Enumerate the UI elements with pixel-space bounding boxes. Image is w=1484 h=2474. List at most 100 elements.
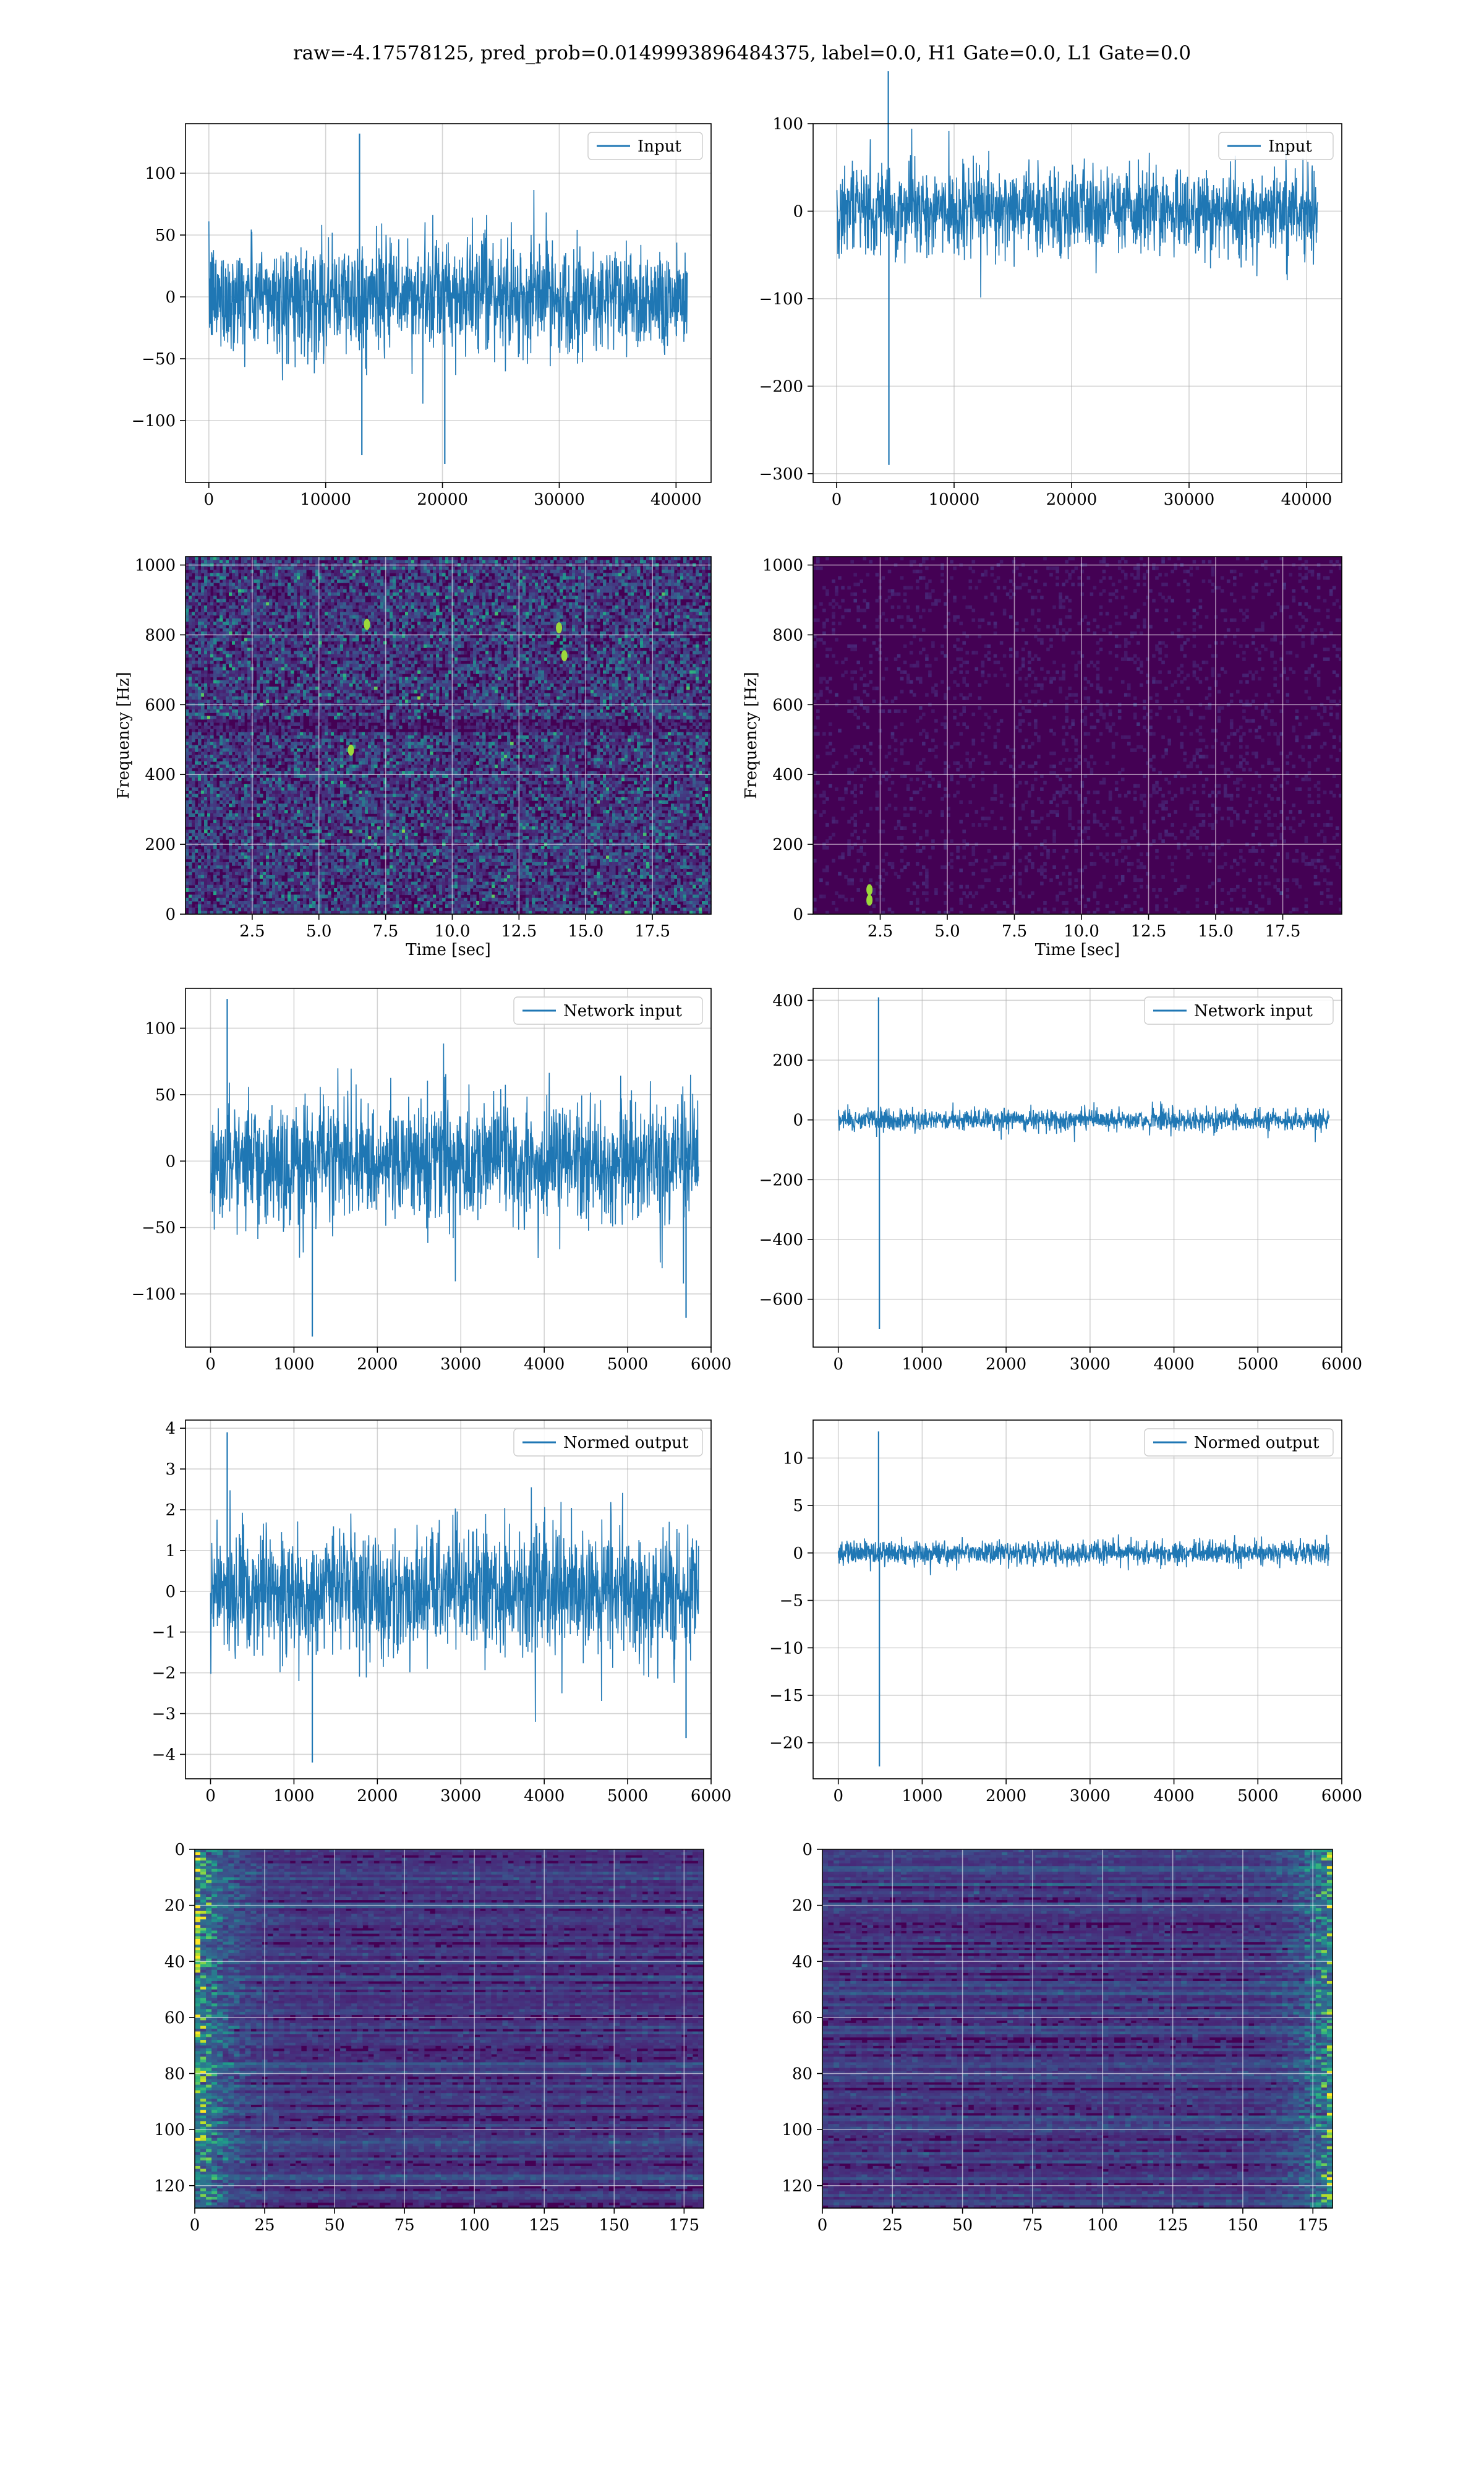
heatmap-cell xyxy=(238,599,242,603)
heatmap-cell xyxy=(464,631,467,635)
heatmap-cell xyxy=(223,641,226,645)
heatmap-cell xyxy=(377,592,381,596)
heatmap-cell xyxy=(535,586,539,590)
heatmap-cell xyxy=(328,583,331,586)
heatmap-cell xyxy=(411,612,415,616)
heatmap-cell xyxy=(550,622,554,625)
heatmap-cell xyxy=(306,631,310,635)
heatmap-cell xyxy=(235,573,239,577)
heatmap-cell xyxy=(204,618,208,622)
heatmap-cell xyxy=(377,664,381,668)
heatmap-cell xyxy=(220,638,223,642)
heatmap-cell xyxy=(266,557,270,560)
heatmap-cell xyxy=(204,579,208,583)
heatmap-cell xyxy=(223,648,226,651)
heatmap-cell xyxy=(439,631,443,635)
heatmap-cell xyxy=(328,641,331,645)
heatmap-cell xyxy=(485,583,489,586)
heatmap-cell xyxy=(396,670,399,674)
heatmap-cell xyxy=(556,586,560,590)
heatmap-cell xyxy=(448,635,452,638)
heatmap-cell xyxy=(501,599,505,603)
heatmap-cell xyxy=(445,589,449,593)
heatmap-cell xyxy=(408,648,412,651)
heatmap-cell xyxy=(371,605,375,609)
heatmap-cell xyxy=(541,612,545,616)
heatmap-cell xyxy=(278,576,282,580)
heatmap-cell xyxy=(597,615,600,619)
heatmap-cell xyxy=(356,570,359,573)
heatmap-cell xyxy=(383,592,387,596)
heatmap-cell xyxy=(461,674,464,678)
heatmap-cell xyxy=(390,651,393,655)
heatmap-cell xyxy=(201,628,205,632)
heatmap-cell xyxy=(581,573,585,577)
heatmap-cell xyxy=(603,654,607,658)
heatmap-cell xyxy=(467,579,471,583)
heatmap-cell xyxy=(631,573,634,577)
heatmap-cell xyxy=(414,670,418,674)
heatmap-cell xyxy=(390,664,393,668)
heatmap-cell xyxy=(547,628,551,632)
heatmap-cell xyxy=(563,557,566,560)
heatmap-cell xyxy=(485,566,489,570)
heatmap-cell xyxy=(448,573,452,577)
heatmap-cell xyxy=(513,589,517,593)
heatmap-cell xyxy=(569,638,573,642)
heatmap-cell xyxy=(603,596,607,599)
heatmap-cell xyxy=(581,667,585,671)
heatmap-cell xyxy=(485,615,489,619)
heatmap-cell xyxy=(615,557,619,560)
heatmap-cell xyxy=(581,657,585,661)
heatmap-cell xyxy=(609,583,613,586)
heatmap-cell xyxy=(334,638,338,642)
heatmap-cell xyxy=(325,612,328,616)
heatmap-cell xyxy=(420,641,424,645)
heatmap-cell xyxy=(427,599,430,603)
heatmap-cell xyxy=(659,615,662,619)
heatmap-cell xyxy=(186,638,189,642)
heatmap-cell xyxy=(671,557,675,560)
heatmap-cell xyxy=(659,631,662,635)
heatmap-cell xyxy=(390,566,393,570)
heatmap-cell xyxy=(501,566,505,570)
heatmap-cell xyxy=(640,592,644,596)
heatmap-cell xyxy=(522,576,526,580)
heatmap-cell xyxy=(634,579,638,583)
heatmap-cell xyxy=(572,592,576,596)
heatmap-cell xyxy=(226,586,229,590)
heatmap-cell xyxy=(210,599,214,603)
heatmap-cell xyxy=(352,566,356,570)
heatmap-cell xyxy=(380,622,384,625)
heatmap-cell xyxy=(325,586,328,590)
heatmap-cell xyxy=(433,622,437,625)
heatmap-cell xyxy=(235,661,239,664)
heatmap-cell xyxy=(204,605,208,609)
heatmap-cell xyxy=(553,618,557,622)
heatmap-cell xyxy=(488,625,492,629)
heatmap-cell xyxy=(618,579,622,583)
heatmap-cell xyxy=(309,605,313,609)
heatmap-cell xyxy=(275,625,279,629)
heatmap-cell xyxy=(618,670,622,674)
heatmap-cell xyxy=(424,589,427,593)
heatmap-cell xyxy=(189,615,192,619)
heatmap-cell xyxy=(318,618,322,622)
heatmap-cell xyxy=(340,579,344,583)
heatmap-cell xyxy=(693,644,696,648)
heatmap-cell xyxy=(674,618,678,622)
heatmap-cell xyxy=(659,618,662,622)
heatmap-cell xyxy=(257,667,260,671)
y-tick-label: 0 xyxy=(793,202,803,221)
heatmap-cell xyxy=(352,664,356,668)
heatmap-cell xyxy=(216,579,220,583)
legend-label: Input xyxy=(1268,137,1312,156)
heatmap-cell xyxy=(303,560,307,564)
heatmap-cell xyxy=(504,609,508,612)
heatmap-cell xyxy=(532,592,535,596)
heatmap-cell xyxy=(535,644,539,648)
heatmap-cell xyxy=(519,674,523,678)
heatmap-cell xyxy=(655,664,659,668)
heatmap-cell xyxy=(312,644,316,648)
heatmap-cell xyxy=(476,557,480,560)
